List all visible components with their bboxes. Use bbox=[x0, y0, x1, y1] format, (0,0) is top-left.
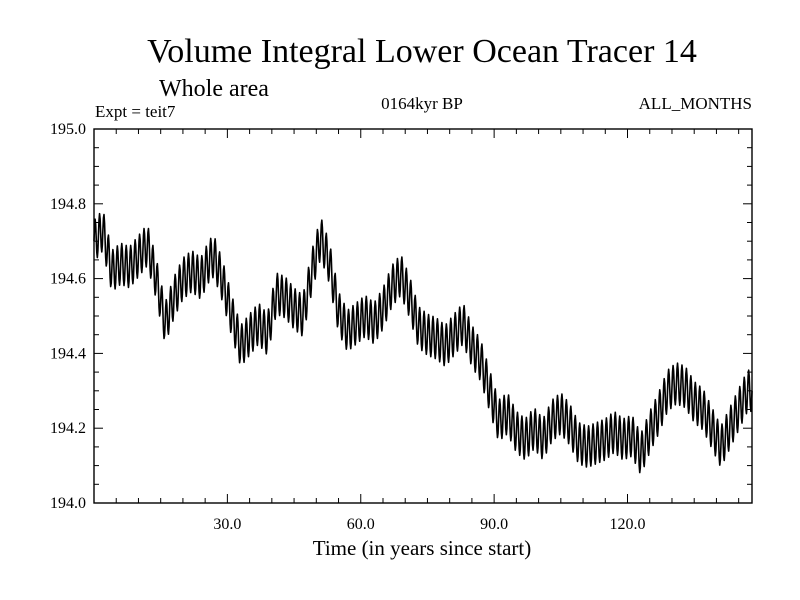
y-tick-label: 194.0 bbox=[50, 495, 86, 512]
x-tick-label: 120.0 bbox=[610, 516, 646, 533]
series-line bbox=[93, 212, 753, 474]
y-tick-label: 194.6 bbox=[50, 271, 86, 288]
period-label: 0164kyr BP bbox=[381, 94, 463, 113]
chart-title: Volume Integral Lower Ocean Tracer 14 bbox=[147, 33, 697, 70]
x-tick-label: 90.0 bbox=[480, 516, 508, 533]
experiment-label: Expt = teit7 bbox=[95, 102, 176, 121]
y-tick-label: 194.2 bbox=[50, 420, 86, 437]
y-tick-label: 195.0 bbox=[50, 121, 86, 138]
months-label: ALL_MONTHS bbox=[639, 94, 752, 113]
x-tick-label: 30.0 bbox=[213, 516, 241, 533]
chart-subtitle: Whole area bbox=[159, 76, 269, 102]
y-tick-label: 194.4 bbox=[50, 345, 86, 362]
data-layer bbox=[93, 212, 753, 474]
x-axis-title: Time (in years since start) bbox=[313, 536, 532, 560]
x-tick-label: 60.0 bbox=[347, 516, 375, 533]
y-tick-label: 194.8 bbox=[50, 196, 86, 213]
axis-ticks: 30.0 60.0 90.0 120.0 194.0 194.2 194.4 194.6 194… bbox=[50, 121, 752, 533]
